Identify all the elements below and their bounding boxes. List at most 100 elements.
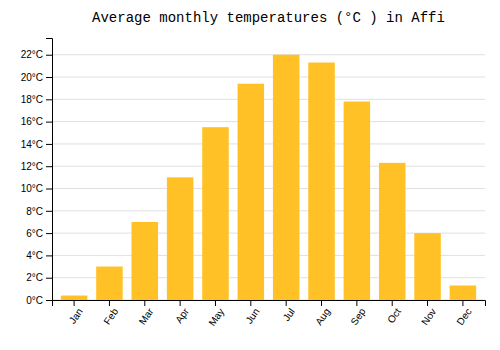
x-tick-label: Mar xyxy=(137,306,156,327)
y-tick-mark xyxy=(46,300,52,301)
x-tick-label: Dec xyxy=(455,306,474,327)
x-tick-label: Jun xyxy=(243,306,261,326)
y-axis-line xyxy=(46,39,53,301)
y-tick-mark xyxy=(46,144,52,145)
y-tick-mark xyxy=(46,77,52,78)
x-tick: Jan xyxy=(67,300,85,326)
y-tick-label: 14°C xyxy=(21,139,43,150)
y-tick-mark xyxy=(46,278,52,279)
y-tick-mark xyxy=(46,233,52,234)
bar xyxy=(344,102,371,300)
x-tick-mark xyxy=(74,300,75,306)
y-tick: 4°C xyxy=(26,250,52,261)
bar xyxy=(379,163,406,300)
x-tick-mark xyxy=(356,300,357,306)
x-tick-label: Nov xyxy=(419,306,438,327)
y-tick: 10°C xyxy=(21,183,52,194)
y-tick-mark xyxy=(46,99,52,100)
bars xyxy=(61,55,476,300)
x-tick-label: Jan xyxy=(67,306,85,326)
y-tick-label: 2°C xyxy=(26,272,43,283)
x-tick: Aug xyxy=(313,300,332,327)
y-tick-label: 10°C xyxy=(21,183,43,194)
x-tick: Dec xyxy=(455,300,474,327)
x-tick: Oct xyxy=(385,300,403,325)
x-tick-label: Oct xyxy=(385,306,403,325)
y-tick: 8°C xyxy=(26,206,52,217)
bar xyxy=(414,233,441,300)
x-tick-label: Sep xyxy=(348,306,367,327)
x-tick: Jun xyxy=(243,300,261,326)
bar xyxy=(96,267,123,300)
bar xyxy=(238,84,265,300)
x-axis: Jan Feb Mar Apr May Jun Jul Aug Sep Oct Nov Dec xyxy=(53,300,486,328)
grid-line xyxy=(52,77,485,78)
x-tick-label: Apr xyxy=(173,306,191,326)
x-tick-mark xyxy=(427,300,428,306)
y-tick-label: 0°C xyxy=(26,295,43,306)
bar xyxy=(167,177,194,300)
grid-line xyxy=(52,166,485,167)
y-tick: 14°C xyxy=(21,139,52,150)
chart: 0°C 2°C 4°C 6°C 8°C 10°C 12°C 14°C 16°C 18°C 20°C 2… xyxy=(0,0,500,350)
x-tick: May xyxy=(206,300,226,328)
title: Average monthly temperatures (°C ) in Af… xyxy=(92,10,445,26)
y-tick-label: 16°C xyxy=(21,116,43,127)
y-tick-mark xyxy=(46,166,52,167)
bar xyxy=(132,222,159,300)
y-tick-mark xyxy=(46,189,52,190)
x-tick-label: Feb xyxy=(101,306,120,327)
y-tick: 12°C xyxy=(21,161,52,172)
x-tick: Feb xyxy=(101,300,120,327)
y-tick-mark xyxy=(46,55,52,56)
x-tick: Sep xyxy=(348,300,367,327)
y-tick: 22°C xyxy=(21,49,52,60)
x-tick-mark xyxy=(286,300,287,306)
grid-line xyxy=(52,99,485,100)
x-tick-mark xyxy=(180,300,181,306)
bar xyxy=(450,286,477,300)
x-tick: Jul xyxy=(281,300,297,323)
y-tick: 20°C xyxy=(21,72,52,83)
x-tick-mark xyxy=(250,300,251,306)
y-tick-label: 22°C xyxy=(21,49,43,60)
y-tick-label: 20°C xyxy=(21,72,43,83)
bar xyxy=(273,55,300,300)
x-tick-label: Aug xyxy=(313,306,332,327)
x-axis-line xyxy=(53,301,486,307)
x-tick-mark xyxy=(462,300,463,306)
y-tick: 0°C xyxy=(26,295,52,306)
grid-line xyxy=(52,143,485,144)
x-tick-label: May xyxy=(206,306,226,328)
x-tick: Mar xyxy=(137,300,156,327)
grid-line xyxy=(52,54,485,55)
y-tick: 2°C xyxy=(26,272,52,283)
y-tick-label: 4°C xyxy=(26,250,43,261)
y-tick-label: 8°C xyxy=(26,206,43,217)
y-tick: 16°C xyxy=(21,116,52,127)
y-tick: 6°C xyxy=(26,228,52,239)
x-tick-mark xyxy=(392,300,393,306)
x-tick: Apr xyxy=(173,300,191,325)
bar xyxy=(308,63,335,300)
y-tick-label: 12°C xyxy=(21,161,43,172)
x-tick-mark xyxy=(109,300,110,306)
grid-line xyxy=(52,188,485,189)
y-tick-mark xyxy=(46,122,52,123)
bar xyxy=(202,127,229,300)
y-tick-mark xyxy=(46,255,52,256)
x-tick-mark xyxy=(215,300,216,306)
bar xyxy=(61,296,88,300)
y-tick-label: 18°C xyxy=(21,94,43,105)
grid xyxy=(52,55,485,300)
x-tick-mark xyxy=(144,300,145,306)
y-tick-mark xyxy=(46,211,52,212)
y-tick-label: 6°C xyxy=(26,228,43,239)
x-tick: Nov xyxy=(419,300,438,327)
y-axis: 0°C 2°C 4°C 6°C 8°C 10°C 12°C 14°C 16°C 18°C 20°C 2… xyxy=(21,39,53,306)
plot: 0°C 2°C 4°C 6°C 8°C 10°C 12°C 14°C 16°C 18°C 20°C 2… xyxy=(21,39,486,328)
x-tick-mark xyxy=(321,300,322,306)
y-tick: 18°C xyxy=(21,94,52,105)
grid-line xyxy=(52,121,485,122)
grid-line xyxy=(52,210,485,211)
